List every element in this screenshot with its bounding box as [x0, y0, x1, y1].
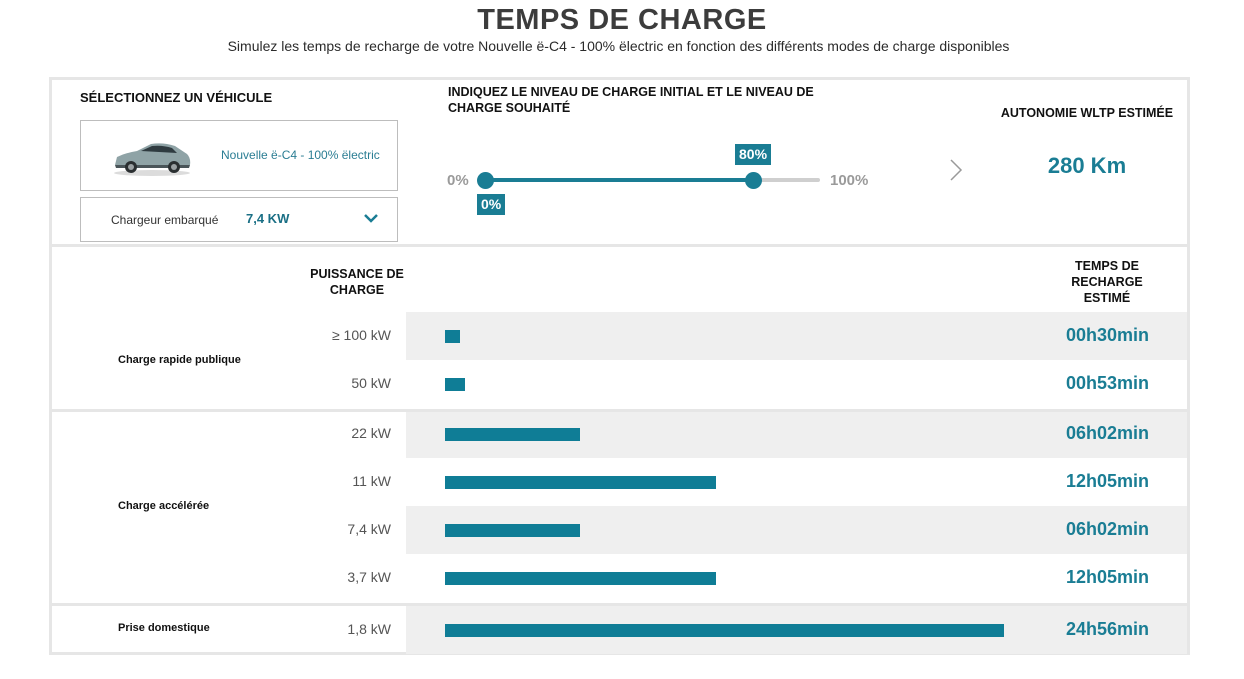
row-time-bar [445, 572, 716, 585]
row-time: 00h30min [1065, 325, 1149, 345]
car-image [114, 143, 191, 176]
row-time-bar [445, 624, 1004, 637]
table-row: 1,8 kW 24h56min [52, 606, 1187, 654]
settings-section: SÉLECTIONNEZ UN VÉHICULE Nouvelle ë-C4 -… [52, 80, 1187, 247]
table-row: 50 kW 00h53min [52, 360, 1187, 408]
slider-initial-bubble: 0% [477, 194, 506, 215]
row-time-bar [445, 524, 580, 537]
time-column-header: TEMPS DE RECHARGE ESTIMÉ [1071, 259, 1143, 305]
charger-label: Chargeur embarqué [111, 213, 219, 227]
row-time-bar [445, 330, 460, 343]
vehicle-section-label: SÉLECTIONNEZ UN VÉHICULE [80, 90, 273, 105]
row-time: 06h02min [1065, 519, 1149, 539]
slider-max-label: 100% [830, 172, 869, 189]
row-time-bar [445, 476, 716, 489]
page-title: TEMPS DE CHARGE [477, 4, 767, 36]
row-time: 06h02min [1065, 423, 1149, 443]
charger-value: 7,4 KW [246, 211, 290, 226]
chevron-down-icon[interactable] [363, 211, 379, 225]
chevron-right-icon[interactable] [948, 158, 964, 182]
vehicle-card[interactable]: Nouvelle ë-C4 - 100% ëlectric [80, 120, 398, 191]
category-label-domestic: Prise domestique [118, 622, 210, 634]
vehicle-name: Nouvelle ë-C4 - 100% ëlectric [221, 148, 380, 162]
row-time: 12h05min [1065, 471, 1149, 491]
charge-level-slider: 0% 80% 0% 100% [447, 138, 887, 228]
row-power: 11 kW [352, 473, 391, 489]
page-subtitle: Simulez les temps de recharge de votre N… [227, 38, 1010, 54]
charge-level-label: INDIQUEZ LE NIVEAU DE CHARGE INITIAL ET … [448, 85, 814, 115]
slider-handle-target[interactable] [745, 172, 762, 189]
row-time: 00h53min [1065, 373, 1149, 393]
row-time-bar [445, 378, 465, 391]
row-power: 1,8 kW [347, 621, 391, 637]
row-power: 22 kW [351, 425, 391, 441]
table-row: 7,4 kW 06h02min [52, 506, 1187, 554]
slider-fill [485, 178, 753, 182]
table-row: ≥ 100 kW 00h30min [52, 312, 1187, 360]
row-background [406, 312, 1187, 360]
category-label-accelerated: Charge accélérée [118, 500, 210, 512]
autonomy-label: AUTONOMIE WLTP ESTIMÉE [1000, 106, 1174, 120]
slider-min-label: 0% [447, 172, 469, 189]
category-label-fast-public: Charge rapide publique [118, 354, 241, 366]
charge-simulator-panel: SÉLECTIONNEZ UN VÉHICULE Nouvelle ë-C4 -… [49, 77, 1190, 655]
slider-target-bubble: 80% [735, 144, 772, 165]
row-time: 24h56min [1065, 619, 1149, 639]
row-power: 7,4 kW [347, 521, 391, 537]
table-row: 11 kW 12h05min [52, 458, 1187, 506]
category-divider [52, 409, 1187, 412]
row-power: ≥ 100 kW [331, 327, 391, 343]
slider-handle-initial[interactable] [477, 172, 494, 189]
table-row: 22 kW 06h02min [52, 410, 1187, 458]
category-divider [52, 603, 1187, 606]
row-power: 50 kW [351, 375, 391, 391]
row-time-bar [445, 428, 580, 441]
charger-select[interactable]: Chargeur embarqué 7,4 KW [80, 197, 398, 242]
autonomy-value: 280 Km [1047, 153, 1127, 178]
row-time: 12h05min [1065, 567, 1149, 587]
table-row: 3,7 kW 12h05min [52, 554, 1187, 602]
row-power: 3,7 kW [347, 569, 391, 585]
power-column-header: PUISSANCE DE CHARGE [310, 267, 404, 297]
